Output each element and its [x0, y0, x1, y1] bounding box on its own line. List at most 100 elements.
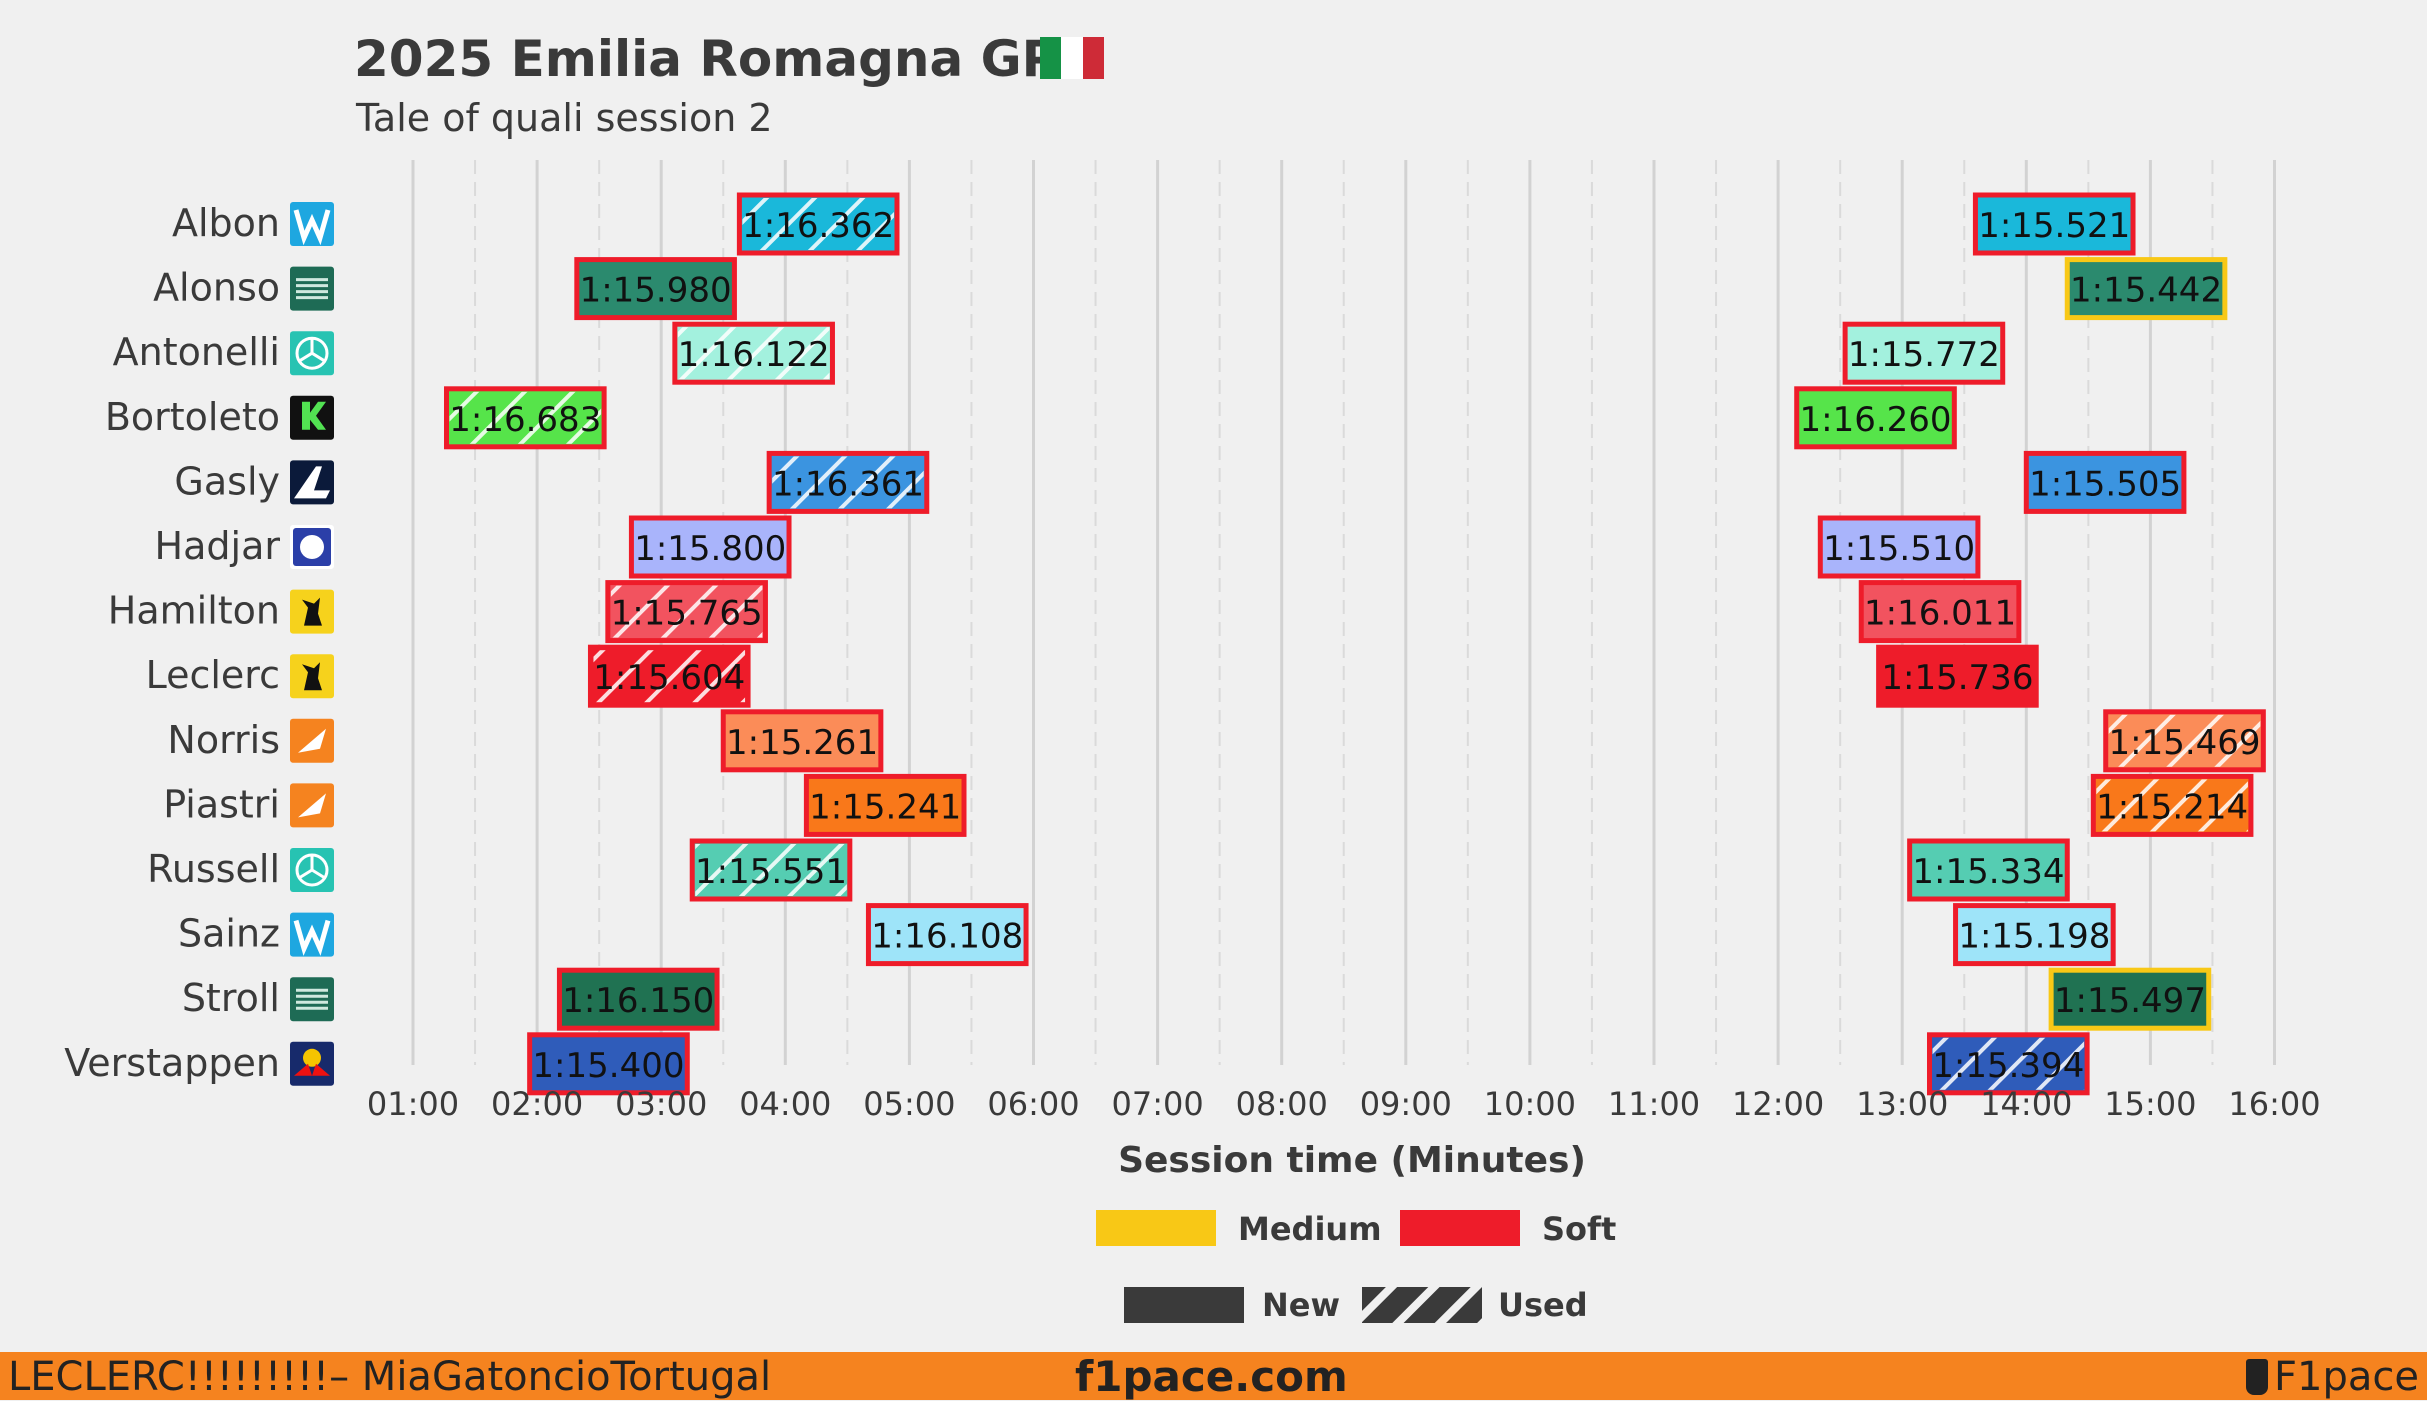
lap-time-label: 1:15.198 — [1958, 917, 2110, 957]
lap-bar-fill — [1842, 321, 2006, 385]
x-tick-label: 09:00 — [1360, 1085, 1452, 1123]
used-tyre-hatch — [677, 327, 830, 380]
lap-bar: 1:16.362 — [736, 192, 900, 256]
alpine-icon — [290, 460, 334, 505]
lap-bar: 1:16.361 — [766, 450, 930, 514]
lap-time-label: 1:16.150 — [562, 981, 714, 1021]
lap-bar: 1:15.198 — [1953, 903, 2116, 967]
x-tick-label: 10:00 — [1484, 1085, 1576, 1123]
williams-icon — [290, 912, 334, 957]
italy-flag-icon — [1040, 37, 1104, 79]
lap-time-label: 1:15.510 — [1823, 529, 1975, 569]
lap-bar: 1:16.122 — [672, 321, 835, 385]
mclaren-icon — [290, 783, 334, 828]
x-tick-label: 06:00 — [987, 1085, 1079, 1123]
lap-time-label: 1:16.361 — [772, 464, 924, 504]
aston-martin-icon — [290, 977, 334, 1022]
lap-bar: 1:15.442 — [2064, 257, 2228, 321]
lap-bar-fill — [1858, 580, 2022, 644]
driver-name: Alonso — [153, 266, 280, 310]
lap-time-label: 1:15.214 — [2096, 787, 2248, 827]
driver-name: Norris — [167, 718, 280, 762]
session-chart: Albon Alonso Antonelli Bortoleto Gasly Hadjar… — [64, 160, 2321, 1324]
lap-time-label: 1:15.442 — [2070, 271, 2222, 311]
lap-bar: 1:15.980 — [574, 257, 737, 321]
ferrari-icon — [290, 654, 334, 699]
lap-bar-fill — [2048, 967, 2212, 1031]
used-tyre-hatch — [610, 585, 763, 638]
lap-bar-fill — [803, 773, 967, 837]
x-tick-label: 13:00 — [1856, 1085, 1948, 1123]
legend-label: Used — [1498, 1286, 1588, 1324]
driver-name: Bortoleto — [105, 395, 280, 439]
driver-name: Hadjar — [155, 524, 281, 568]
lap-bar-fill — [1794, 386, 1957, 450]
lap-bar-fill — [1953, 903, 2116, 967]
lap-bar: 1:15.800 — [628, 515, 792, 579]
lap-time-label: 1:15.261 — [726, 723, 878, 763]
used-tyre-hatch — [2108, 714, 2261, 767]
sauber-icon — [290, 395, 334, 440]
lap-bar-fill — [2023, 450, 2187, 514]
lap-bars: 1:16.362 1:15.521 1:15.980 1:15.442 1:16.122… — [444, 192, 2266, 1096]
flag-red-stripe — [1082, 37, 1104, 79]
driver-name: Gasly — [174, 459, 280, 503]
lap-time-label: 1:15.241 — [809, 787, 961, 827]
x-tick-label: 08:00 — [1236, 1085, 1328, 1123]
mercedes-icon — [290, 331, 334, 376]
lap-bar: 1:15.469 — [2103, 709, 2266, 773]
legend-label: New — [1262, 1286, 1340, 1324]
lap-bar-fill — [865, 903, 1029, 967]
lap-time-label: 1:15.604 — [593, 658, 745, 698]
driver-name: Sainz — [178, 912, 280, 956]
x-tick-label: 15:00 — [2104, 1085, 2196, 1123]
lap-bar: 1:15.765 — [605, 580, 768, 644]
lap-bar: 1:16.108 — [865, 903, 1029, 967]
driver-name: Albon — [172, 201, 280, 245]
lap-time-label: 1:15.980 — [580, 271, 732, 311]
lap-bar-fill — [1817, 515, 1981, 579]
flag-white-stripe — [1061, 37, 1083, 79]
used-tyre-hatch — [449, 391, 602, 444]
lap-time-label: 1:15.334 — [1912, 852, 2064, 892]
lap-bar: 1:15.505 — [2023, 450, 2187, 514]
x-tick-label: 02:00 — [491, 1085, 583, 1123]
x-tick-label: 11:00 — [1608, 1085, 1700, 1123]
legend-swatch — [1400, 1210, 1520, 1246]
lap-time-label: 1:16.683 — [449, 400, 601, 440]
driver-name: Piastri — [163, 782, 280, 826]
x-tick-labels: 01:00 02:00 03:00 04:00 05:00 06:00 07:00 08:00… — [367, 1085, 2321, 1123]
lap-time-label: 1:15.394 — [1932, 1046, 2084, 1086]
legend-label: Medium — [1238, 1210, 1382, 1248]
lap-time-label: 1:16.108 — [871, 917, 1023, 957]
lap-bar: 1:15.241 — [803, 773, 967, 837]
footer-credit: LECLERC!!!!!!!!!– MiaGatoncioTortugal — [8, 1354, 772, 1400]
lap-bar-fill — [1907, 838, 2070, 902]
lap-bar: 1:15.261 — [720, 709, 884, 773]
driver-name: Stroll — [182, 976, 280, 1020]
x-tick-label: 01:00 — [367, 1085, 459, 1123]
lap-time-label: 1:15.400 — [532, 1046, 684, 1086]
lap-bar-fill — [1972, 192, 2136, 256]
footer-bar: LECLERC!!!!!!!!!– MiaGatoncioTortugal f1… — [0, 1352, 2427, 1401]
lap-bar-fill — [1876, 644, 2039, 708]
driver-name: Russell — [147, 847, 280, 891]
lap-bar: 1:15.334 — [1907, 838, 2070, 902]
lap-bar: 1:15.400 — [527, 1032, 690, 1096]
lap-time-label: 1:16.260 — [1799, 400, 1951, 440]
x-tick-label: 03:00 — [615, 1085, 707, 1123]
lap-bar: 1:15.604 — [587, 644, 751, 708]
mercedes-icon — [290, 848, 334, 892]
lap-bar-fill — [2064, 257, 2228, 321]
flag-green-stripe — [1040, 37, 1062, 79]
x-tick-label: 04:00 — [739, 1085, 831, 1123]
footer-website-link[interactable]: f1pace.com — [1075, 1352, 1348, 1401]
driver-name: Antonelli — [113, 330, 280, 374]
lap-bar: 1:15.394 — [1927, 1032, 2090, 1096]
racing-bulls-icon — [290, 525, 334, 569]
lap-time-label: 1:16.122 — [678, 335, 830, 375]
grid-lines — [411, 160, 2276, 1065]
x-axis-label: Session time (Minutes) — [1118, 1140, 1586, 1181]
legend-swatch-new — [1124, 1287, 1244, 1323]
lap-bar-fill — [574, 257, 737, 321]
